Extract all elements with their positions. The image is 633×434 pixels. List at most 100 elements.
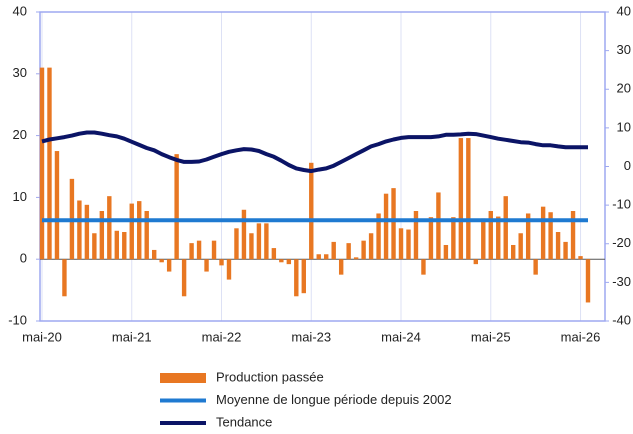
legend-label: Moyenne de longue période depuis 2002 xyxy=(216,392,452,407)
bar xyxy=(383,193,389,260)
bar xyxy=(346,243,351,260)
bar xyxy=(189,243,194,260)
y-tick-label: 40 xyxy=(13,3,27,18)
bar xyxy=(271,248,277,260)
x-tick-label: mai-24 xyxy=(381,329,421,344)
bar xyxy=(331,241,336,260)
bar xyxy=(122,232,127,260)
y-tick-label: 30 xyxy=(13,65,27,80)
bar xyxy=(241,209,247,260)
bar xyxy=(196,240,202,260)
bar xyxy=(511,244,516,260)
y-tick-label: 0 xyxy=(20,251,27,266)
bar xyxy=(563,241,568,260)
legend-label: Production passée xyxy=(216,369,324,384)
bar xyxy=(234,228,239,260)
bar xyxy=(129,203,134,260)
bar xyxy=(226,259,232,280)
bar xyxy=(503,196,508,260)
plot-frame xyxy=(39,11,606,322)
y2-tick-label: -20 xyxy=(612,235,631,250)
bar xyxy=(585,259,591,303)
bar xyxy=(428,217,434,260)
y2-tick-label: 20 xyxy=(617,81,631,96)
bar xyxy=(361,240,366,260)
bar xyxy=(525,213,531,260)
y2-tick-label: 0 xyxy=(624,158,631,173)
bar xyxy=(219,259,224,266)
bar xyxy=(391,188,396,260)
bar xyxy=(451,217,456,260)
bar xyxy=(144,210,149,260)
bar xyxy=(316,254,321,260)
y-tick-label: 10 xyxy=(13,189,27,204)
bar xyxy=(107,196,112,260)
bar xyxy=(286,259,292,265)
x-tick-label: mai-23 xyxy=(291,329,331,344)
x-tick-label: mai-20 xyxy=(22,329,62,344)
bar xyxy=(47,67,52,260)
bar xyxy=(309,162,314,260)
line xyxy=(41,130,588,174)
bar xyxy=(458,138,464,260)
bar xyxy=(421,259,426,275)
bar xyxy=(159,259,164,263)
bar xyxy=(436,192,441,260)
bar xyxy=(406,229,411,260)
bar xyxy=(301,259,306,294)
legend-swatch xyxy=(160,373,206,383)
legend-label: Tendance xyxy=(216,414,272,429)
x-tick-label: mai-22 xyxy=(202,329,242,344)
bar xyxy=(137,201,142,260)
bar xyxy=(540,206,546,260)
bar xyxy=(338,259,344,275)
bar xyxy=(256,223,262,260)
bar xyxy=(84,204,90,260)
bar xyxy=(279,259,284,263)
bar xyxy=(466,138,471,260)
y-tick-label: -10 xyxy=(8,312,27,327)
bar xyxy=(181,259,187,297)
bar xyxy=(481,218,486,260)
bar xyxy=(578,256,583,260)
bar xyxy=(473,259,479,265)
bar xyxy=(249,233,254,260)
bar xyxy=(488,210,493,260)
bar xyxy=(92,233,97,260)
bar xyxy=(211,240,217,260)
bar xyxy=(294,259,299,297)
y2-tick-label: -30 xyxy=(612,274,631,289)
bar xyxy=(353,257,359,260)
x-tick-label: mai-25 xyxy=(471,329,511,344)
bar xyxy=(166,259,172,272)
y2-tick-label: 30 xyxy=(617,42,631,57)
y-tick-label: 20 xyxy=(13,127,27,142)
y2-tick-label: 40 xyxy=(617,3,631,18)
bar xyxy=(368,233,374,260)
bar xyxy=(518,233,523,260)
bar xyxy=(555,232,561,260)
bar xyxy=(151,249,157,260)
x-tick-label: mai-21 xyxy=(112,329,152,344)
bar xyxy=(77,200,82,260)
bar xyxy=(324,254,329,260)
bar xyxy=(39,67,45,260)
y2-tick-label: -40 xyxy=(612,312,631,327)
bar xyxy=(413,210,419,260)
x-tick-label: mai-26 xyxy=(561,329,601,344)
y2-tick-label: -10 xyxy=(612,197,631,212)
bar xyxy=(496,216,501,260)
bar xyxy=(264,223,269,260)
y2-tick-label: 10 xyxy=(617,119,631,134)
bar xyxy=(54,151,60,260)
bar xyxy=(570,210,576,260)
bar xyxy=(398,228,404,260)
bar xyxy=(174,154,179,260)
bar xyxy=(62,259,67,297)
bar xyxy=(443,244,449,260)
bar xyxy=(376,213,381,260)
bar xyxy=(548,212,553,260)
bar xyxy=(533,259,538,275)
bar xyxy=(204,259,209,272)
